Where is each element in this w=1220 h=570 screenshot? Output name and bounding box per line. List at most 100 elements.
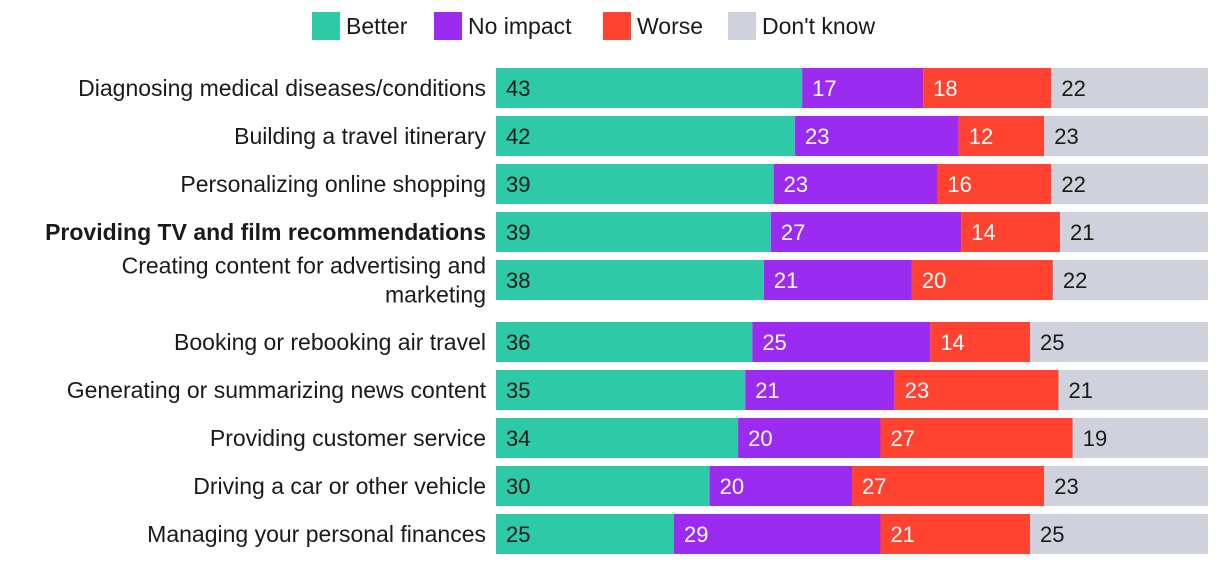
data-label-don-t-know-personalizing-online-shopping: 22 bbox=[1061, 172, 1085, 197]
data-label-better-managing-your-personal-finances: 25 bbox=[506, 522, 530, 547]
bar-segment-better-booking-or-rebooking-air-travel bbox=[496, 322, 753, 362]
data-label-worse-providing-customer-service: 27 bbox=[890, 426, 914, 451]
category-label-diagnosing-medical-diseases-conditions: Diagnosing medical diseases/conditions bbox=[78, 75, 486, 101]
bar-segment-no-impact-generating-or-summarizing-news-content bbox=[745, 370, 895, 410]
bar-row-creating-content-for-advertising-and-marketing: 38 21 20 22 bbox=[496, 260, 1208, 300]
data-label-don-t-know-booking-or-rebooking-air-travel: 25 bbox=[1040, 330, 1064, 355]
category-label-generating-or-summarizing-news-content: Generating or summarizing news content bbox=[67, 377, 487, 403]
bar-segment-better-generating-or-summarizing-news-content bbox=[496, 370, 746, 410]
data-label-better-providing-customer-service: 34 bbox=[506, 426, 530, 451]
bar-row-personalizing-online-shopping: 39 23 16 22 bbox=[496, 164, 1208, 204]
bar-row-diagnosing-medical-diseases-conditions: 43 17 18 22 bbox=[496, 68, 1208, 108]
bar-segment-don-t-know-driving-a-car-or-other-vehicle bbox=[1044, 466, 1208, 506]
category-label-managing-your-personal-finances: Managing your personal finances bbox=[147, 521, 486, 547]
data-label-no-impact-driving-a-car-or-other-vehicle: 20 bbox=[720, 474, 744, 499]
bar-segment-don-t-know-diagnosing-medical-diseases-conditions bbox=[1051, 68, 1208, 108]
category-label-driving-a-car-or-other-vehicle: Driving a car or other vehicle bbox=[193, 473, 486, 499]
bar-segment-better-creating-content-for-advertising-and-marketing bbox=[496, 260, 764, 300]
bar-segment-no-impact-personalizing-online-shopping bbox=[773, 164, 938, 204]
bar-segment-worse-building-a-travel-itinerary bbox=[958, 116, 1045, 156]
legend-label-don-t-know: Don't know bbox=[762, 13, 875, 39]
bar-segment-don-t-know-generating-or-summarizing-news-content bbox=[1058, 370, 1208, 410]
data-label-don-t-know-managing-your-personal-finances: 25 bbox=[1040, 522, 1064, 547]
bar-segment-don-t-know-creating-content-for-advertising-and-marketing bbox=[1052, 260, 1208, 300]
data-label-worse-creating-content-for-advertising-and-marketing: 20 bbox=[922, 268, 946, 293]
category-label-building-a-travel-itinerary: Building a travel itinerary bbox=[234, 123, 486, 149]
category-labels: Diagnosing medical diseases/conditions Bu… bbox=[45, 75, 487, 547]
legend-swatch-no-impact bbox=[434, 12, 462, 40]
bar-segment-better-driving-a-car-or-other-vehicle bbox=[496, 466, 710, 506]
bar-segment-better-diagnosing-medical-diseases-conditions bbox=[496, 68, 803, 108]
bar-row-managing-your-personal-finances: 25 29 21 25 bbox=[496, 514, 1208, 554]
data-label-worse-managing-your-personal-finances: 21 bbox=[890, 522, 914, 547]
data-label-better-providing-tv-and-film-recommendations: 39 bbox=[506, 220, 530, 245]
category-label-personalizing-online-shopping: Personalizing online shopping bbox=[180, 171, 486, 197]
data-label-don-t-know-building-a-travel-itinerary: 23 bbox=[1054, 124, 1078, 149]
data-label-no-impact-diagnosing-medical-diseases-conditions: 17 bbox=[812, 76, 836, 101]
data-label-worse-building-a-travel-itinerary: 12 bbox=[969, 124, 993, 149]
data-label-worse-personalizing-online-shopping: 16 bbox=[947, 172, 971, 197]
bar-segment-don-t-know-building-a-travel-itinerary bbox=[1044, 116, 1208, 156]
data-label-don-t-know-diagnosing-medical-diseases-conditions: 22 bbox=[1061, 76, 1085, 101]
bar-segment-worse-driving-a-car-or-other-vehicle bbox=[852, 466, 1045, 506]
bar-segment-worse-providing-customer-service bbox=[880, 418, 1073, 458]
bar-segment-no-impact-providing-tv-and-film-recommendations bbox=[770, 212, 962, 252]
legend-item-don-t-know: Don't know bbox=[728, 12, 875, 40]
legend-label-worse: Worse bbox=[637, 13, 703, 39]
bar-segment-better-building-a-travel-itinerary bbox=[496, 116, 796, 156]
bar-segment-better-managing-your-personal-finances bbox=[496, 514, 674, 554]
data-label-don-t-know-creating-content-for-advertising-and-marketing: 22 bbox=[1063, 268, 1087, 293]
bar-row-building-a-travel-itinerary: 42 23 12 23 bbox=[496, 116, 1208, 156]
bar-segment-don-t-know-providing-tv-and-film-recommendations bbox=[1059, 212, 1208, 252]
bar-segment-no-impact-diagnosing-medical-diseases-conditions bbox=[802, 68, 924, 108]
data-label-better-building-a-travel-itinerary: 42 bbox=[506, 124, 530, 149]
bar-segment-no-impact-driving-a-car-or-other-vehicle bbox=[709, 466, 852, 506]
data-label-better-driving-a-car-or-other-vehicle: 30 bbox=[506, 474, 530, 499]
legend: Better No impact Worse Don't know bbox=[312, 12, 875, 40]
bar-segment-worse-booking-or-rebooking-air-travel bbox=[930, 322, 1030, 362]
data-label-don-t-know-providing-customer-service: 19 bbox=[1083, 426, 1107, 451]
legend-item-no-impact: No impact bbox=[434, 12, 572, 40]
data-label-no-impact-personalizing-online-shopping: 23 bbox=[784, 172, 808, 197]
bar-segment-better-providing-customer-service bbox=[496, 418, 739, 458]
data-label-no-impact-providing-customer-service: 20 bbox=[748, 426, 772, 451]
bar-segment-no-impact-building-a-travel-itinerary bbox=[795, 116, 959, 156]
bar-segment-better-providing-tv-and-film-recommendations bbox=[496, 212, 771, 252]
data-label-worse-driving-a-car-or-other-vehicle: 27 bbox=[862, 474, 886, 499]
bar-segment-no-impact-providing-customer-service bbox=[738, 418, 881, 458]
data-label-don-t-know-driving-a-car-or-other-vehicle: 23 bbox=[1054, 474, 1078, 499]
data-label-better-personalizing-online-shopping: 39 bbox=[506, 172, 530, 197]
data-label-better-generating-or-summarizing-news-content: 35 bbox=[506, 378, 530, 403]
data-label-no-impact-building-a-travel-itinerary: 23 bbox=[805, 124, 829, 149]
bar-segment-no-impact-creating-content-for-advertising-and-marketing bbox=[763, 260, 912, 300]
data-label-worse-providing-tv-and-film-recommendations: 14 bbox=[971, 220, 995, 245]
category-label-providing-tv-and-film-recommendations: Providing TV and film recommendations bbox=[45, 219, 486, 245]
bar-segment-worse-generating-or-summarizing-news-content bbox=[894, 370, 1059, 410]
legend-item-worse: Worse bbox=[603, 12, 703, 40]
bar-segment-better-personalizing-online-shopping bbox=[496, 164, 774, 204]
bar-segment-don-t-know-providing-customer-service bbox=[1072, 418, 1208, 458]
bar-row-providing-customer-service: 34 20 27 19 bbox=[496, 418, 1208, 458]
bar-segment-don-t-know-personalizing-online-shopping bbox=[1051, 164, 1208, 204]
bar-row-booking-or-rebooking-air-travel: 36 25 14 25 bbox=[496, 322, 1208, 362]
bar-segment-worse-creating-content-for-advertising-and-marketing bbox=[911, 260, 1053, 300]
legend-item-better: Better bbox=[312, 12, 408, 40]
data-label-no-impact-generating-or-summarizing-news-content: 21 bbox=[755, 378, 779, 403]
data-label-worse-booking-or-rebooking-air-travel: 14 bbox=[940, 330, 964, 355]
category-label-providing-customer-service: Providing customer service bbox=[210, 425, 486, 451]
legend-swatch-better bbox=[312, 12, 340, 40]
bar-row-driving-a-car-or-other-vehicle: 30 20 27 23 bbox=[496, 466, 1208, 506]
bar-segment-don-t-know-booking-or-rebooking-air-travel bbox=[1030, 322, 1208, 362]
bar-segment-no-impact-booking-or-rebooking-air-travel bbox=[752, 322, 931, 362]
category-label-creating-content-for-advertising-and-marketing-line-1: Creating content for advertising and bbox=[122, 253, 486, 279]
bar-row-generating-or-summarizing-news-content: 35 21 23 21 bbox=[496, 370, 1208, 410]
data-label-no-impact-managing-your-personal-finances: 29 bbox=[684, 522, 708, 547]
data-label-worse-diagnosing-medical-diseases-conditions: 18 bbox=[933, 76, 957, 101]
data-label-don-t-know-providing-tv-and-film-recommendations: 21 bbox=[1070, 220, 1094, 245]
bars: 43 17 18 22 42 23 12 23 39 23 16 22 39 27 14 21 38 21 20 22… bbox=[496, 68, 1208, 554]
bar-row-providing-tv-and-film-recommendations: 39 27 14 21 bbox=[496, 212, 1208, 252]
data-label-no-impact-booking-or-rebooking-air-travel: 25 bbox=[762, 330, 786, 355]
bar-segment-worse-providing-tv-and-film-recommendations bbox=[961, 212, 1060, 252]
bar-segment-worse-diagnosing-medical-diseases-conditions bbox=[923, 68, 1052, 108]
